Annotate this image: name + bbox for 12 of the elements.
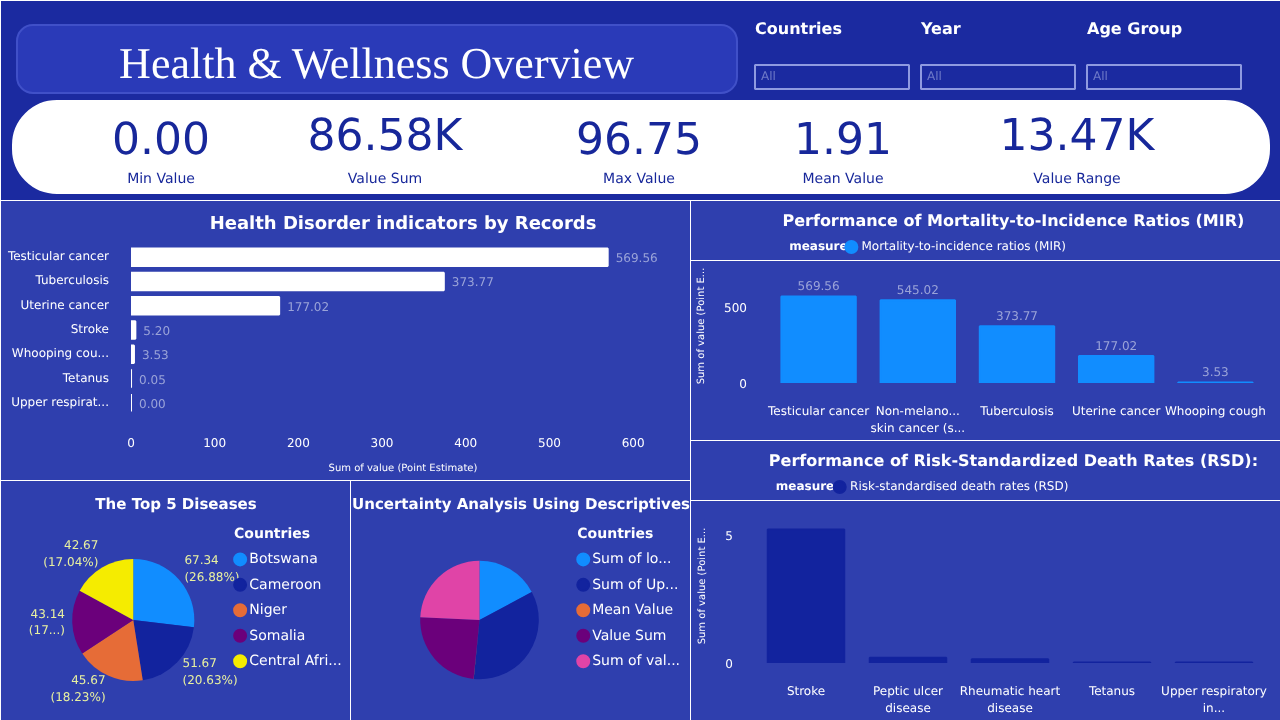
- text: 86.58K: [307, 112, 464, 162]
- text: Year: [919, 20, 961, 38]
- text: 0.00: [112, 116, 210, 166]
- text: Countries: [755, 20, 843, 38]
- text: Age Group: [1087, 20, 1183, 38]
- text: 96.75: [576, 116, 702, 166]
- text: 1.91: [794, 116, 892, 166]
- chart-title: Health Disorder indicators by Records: [209, 215, 597, 235]
- text: Health & Wellness Overview: [119, 38, 635, 88]
- text: 13.47K: [999, 112, 1156, 162]
- chart-title: Performance of Risk-Standardized Death Rates (RSD):: [768, 452, 1259, 470]
- chart-title: Performance of Mortality-to-Incidence Ratios (MIR): [782, 212, 1245, 230]
